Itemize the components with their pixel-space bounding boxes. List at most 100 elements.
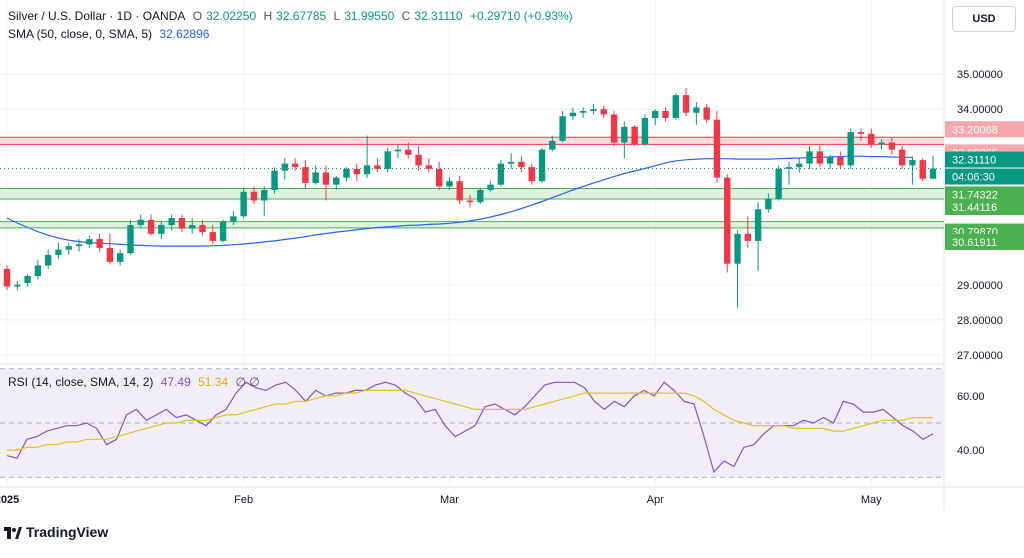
candle-body	[353, 168, 361, 175]
candle-body	[538, 149, 546, 182]
support1-top-label-bg	[945, 186, 1024, 203]
candle-body	[724, 177, 731, 264]
candle-body	[600, 109, 607, 115]
candle-body	[75, 244, 83, 247]
symbol-title[interactable]: Silver / U.S. Dollar · 1D · OANDA	[8, 9, 186, 23]
rsi-label: RSI (14, close, SMA, 14, 2)	[8, 375, 154, 389]
candle-body	[744, 233, 751, 241]
support1-bottom-label-bg	[945, 199, 1024, 216]
candle-body	[374, 165, 381, 169]
countdown-label-bg	[945, 168, 1024, 185]
candle-body	[435, 168, 443, 187]
candle-body	[466, 200, 474, 203]
candle-body	[518, 161, 525, 168]
candle-body	[3, 268, 11, 287]
countdown-label: 04:06:30	[952, 172, 995, 184]
last-price-label: 32.31110	[952, 155, 996, 167]
candle-body	[662, 110, 669, 118]
candle-body	[425, 165, 433, 169]
candle-body	[96, 239, 103, 248]
candle-body	[826, 156, 834, 164]
sma-line	[6, 155, 913, 247]
high-label: H	[263, 9, 273, 23]
close-label: C	[401, 9, 411, 23]
support-zone	[0, 221, 944, 228]
support1-bottom-label: 31.44116	[952, 202, 997, 214]
candle-body	[14, 284, 21, 287]
candle-body	[34, 265, 42, 276]
rsi-legend[interactable]: RSI (14, close, SMA, 14, 2) 47.49 51.34 …	[8, 375, 264, 389]
candle-body	[919, 160, 926, 179]
chart-header: Silver / U.S. Dollar · 1D · OANDA O 32.02…	[8, 9, 577, 23]
candle-body	[847, 132, 854, 166]
rsi-value: 47.49	[160, 375, 191, 389]
candle-body	[116, 253, 124, 262]
candle-body	[909, 160, 916, 166]
candle-body	[590, 109, 597, 111]
price-tick-label: 28.00000	[957, 315, 1003, 327]
candle-body	[302, 167, 309, 183]
candle-body	[898, 149, 906, 166]
candle-body	[487, 184, 494, 190]
candle-body	[672, 95, 679, 118]
currency-button[interactable]: USD	[952, 6, 1016, 32]
candle-body	[322, 172, 330, 185]
resistance-top-label-bg	[945, 121, 1024, 138]
sma-legend[interactable]: SMA (50, close, 0, SMA, 5) 32.62896	[8, 27, 213, 41]
candle-body	[477, 189, 484, 203]
candle-body	[754, 209, 762, 241]
time-tick-label: May	[861, 494, 882, 506]
rsi-sma-value: 51.34	[198, 375, 229, 389]
candle-body	[806, 151, 813, 164]
price-tick-label: 35.00000	[957, 69, 1003, 81]
candle-body	[281, 163, 288, 171]
candle-body	[868, 133, 875, 145]
price-tick-label: 27.00000	[957, 350, 1003, 362]
rsi-extra: ∅ ∅	[235, 375, 260, 389]
candle-body	[44, 254, 52, 266]
support-zone	[0, 188, 944, 200]
candle-body	[641, 117, 649, 145]
candle-body	[106, 247, 114, 262]
sma-label: SMA (50, close, 0, SMA, 5)	[8, 27, 153, 41]
sma-value: 32.62896	[159, 27, 210, 41]
candle-body	[579, 110, 587, 113]
time-tick-label: Feb	[234, 494, 253, 506]
candle-body	[230, 216, 237, 222]
candle-body	[497, 163, 505, 185]
tradingview-logo-icon	[4, 526, 22, 539]
support1-top-label: 31.74322	[952, 189, 998, 201]
low-value: 31.99550	[344, 9, 395, 23]
candle-body	[446, 181, 453, 187]
candle-body	[127, 225, 134, 254]
candle-body	[158, 225, 165, 234]
candle-body	[147, 219, 155, 234]
time-tick-label: Apr	[647, 494, 664, 506]
candle-body	[189, 225, 196, 229]
candle-body	[713, 119, 721, 178]
resistance-zone	[0, 137, 944, 145]
rsi-tick-label: 40.00	[957, 445, 985, 457]
candle-body	[394, 149, 402, 152]
candle-body	[384, 151, 391, 169]
support2-bottom-label: 30.61911	[952, 237, 997, 249]
candle-body	[528, 167, 535, 182]
candle-body	[24, 275, 31, 283]
candle-body	[775, 168, 782, 199]
price-tick-label: 29.00000	[957, 280, 1003, 292]
candle-body	[765, 198, 772, 210]
candle-body	[878, 142, 885, 145]
close-value: 32.31110	[414, 9, 463, 23]
candle-body	[137, 219, 144, 226]
candle-body	[178, 218, 186, 229]
candle-body	[219, 221, 227, 241]
candle-body	[261, 189, 268, 201]
candle-body	[785, 167, 793, 169]
candle-body	[549, 140, 556, 150]
candle-body	[734, 233, 741, 264]
rsi-ma-line	[7, 389, 933, 451]
candle-body	[55, 249, 62, 255]
tradingview-logo[interactable]: TradingView	[4, 524, 108, 540]
